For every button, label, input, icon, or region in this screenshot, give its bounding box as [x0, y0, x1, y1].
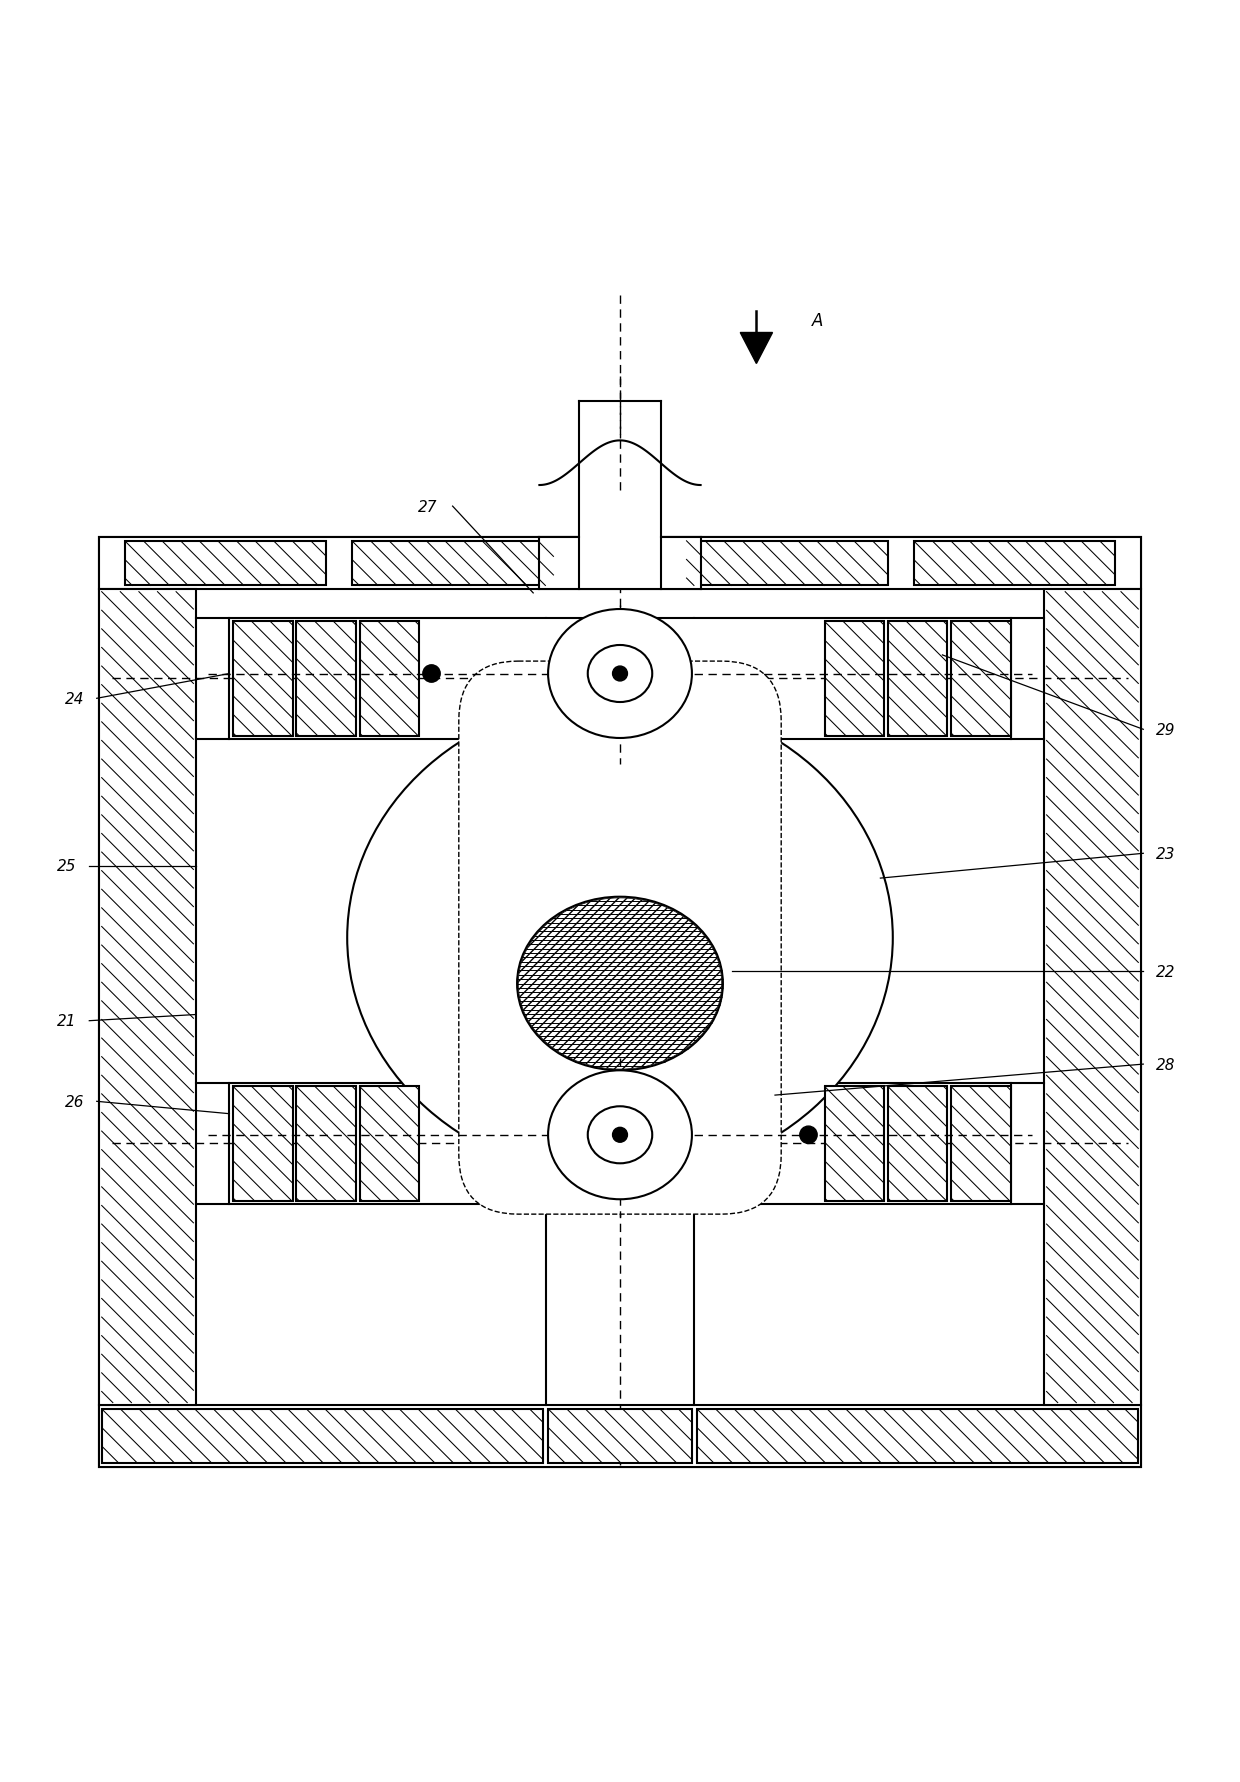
Ellipse shape: [548, 1071, 692, 1199]
Bar: [125, 542, 326, 586]
Ellipse shape: [588, 645, 652, 702]
Text: 24: 24: [64, 691, 84, 706]
Ellipse shape: [347, 697, 893, 1180]
Bar: [229, 1083, 1011, 1205]
Text: 22: 22: [1156, 964, 1176, 978]
Bar: [1044, 590, 1141, 1406]
Bar: [233, 622, 293, 736]
Ellipse shape: [548, 609, 692, 738]
Bar: [548, 1410, 692, 1463]
Bar: [99, 1406, 1141, 1467]
Text: 26: 26: [64, 1094, 84, 1108]
Polygon shape: [740, 333, 773, 364]
Bar: [233, 1087, 293, 1201]
Bar: [825, 622, 884, 736]
Bar: [352, 542, 553, 586]
Bar: [579, 401, 661, 590]
Ellipse shape: [517, 896, 723, 1071]
Bar: [99, 538, 1141, 1467]
Circle shape: [423, 665, 440, 683]
Bar: [825, 1087, 884, 1201]
Bar: [360, 1087, 419, 1201]
Circle shape: [613, 1128, 627, 1142]
Bar: [99, 590, 196, 1406]
Circle shape: [613, 666, 627, 681]
Bar: [888, 622, 947, 736]
Bar: [296, 1087, 356, 1201]
Circle shape: [800, 1126, 817, 1144]
Bar: [914, 542, 1115, 586]
Bar: [296, 622, 356, 736]
FancyBboxPatch shape: [459, 661, 781, 1215]
Ellipse shape: [588, 1107, 652, 1164]
Bar: [102, 1410, 543, 1463]
Bar: [951, 1087, 1011, 1201]
Bar: [951, 622, 1011, 736]
Text: 28: 28: [1156, 1057, 1176, 1073]
Text: 23: 23: [1156, 846, 1176, 861]
Bar: [697, 1410, 1138, 1463]
Bar: [539, 538, 701, 590]
Bar: [229, 618, 1011, 740]
Bar: [888, 1087, 947, 1201]
Text: 27: 27: [418, 499, 438, 515]
Text: 21: 21: [57, 1014, 77, 1028]
Bar: [687, 542, 888, 586]
Bar: [99, 538, 1141, 590]
Bar: [360, 622, 419, 736]
Text: A: A: [812, 312, 823, 330]
Text: 29: 29: [1156, 722, 1176, 738]
Text: 25: 25: [57, 859, 77, 873]
